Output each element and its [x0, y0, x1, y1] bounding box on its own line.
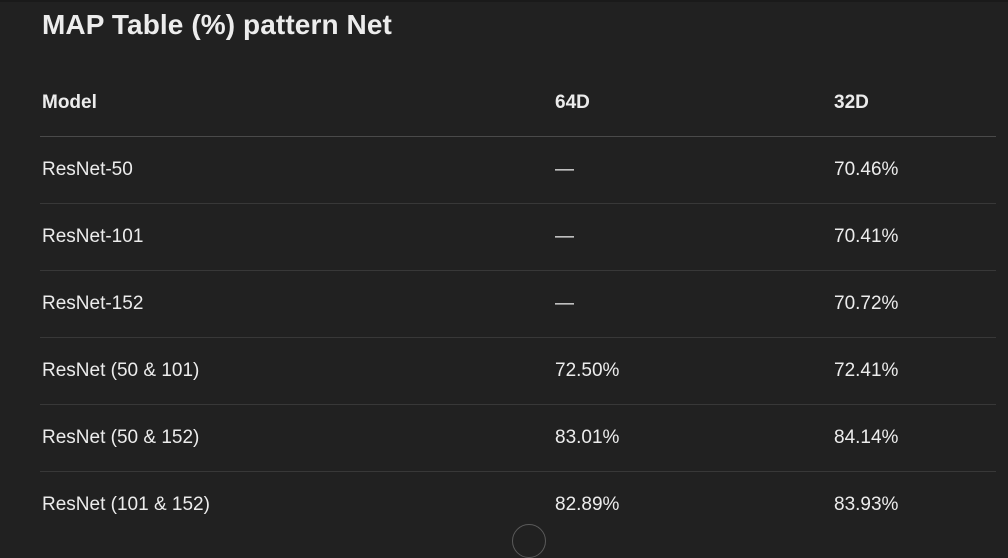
cell-32d: 70.72%	[832, 270, 996, 338]
table-title: MAP Table (%) pattern Net	[42, 9, 392, 40]
header-64d: 64D	[553, 70, 832, 137]
cell-model: ResNet-50	[40, 136, 553, 204]
cell-64d: 82.89%	[555, 494, 620, 515]
table-header-row: Model 64D 32D	[40, 70, 996, 137]
table-row: ResNet-50 — 70.46%	[40, 136, 996, 204]
cell-32d: 70.41%	[832, 203, 996, 271]
cell-32d: 83.93%	[834, 494, 899, 515]
top-divider	[0, 0, 1008, 2]
table-row: ResNet (101 & 152) 82.89% 83.93%	[40, 472, 996, 539]
table-row: ResNet (50 & 152) 83.01% 84.14%	[40, 404, 996, 472]
cell-64d: 72.50%	[553, 337, 832, 405]
cell-32d: 84.14%	[832, 404, 996, 472]
cell-64d: —	[553, 203, 832, 271]
scroll-down-button[interactable]	[512, 524, 546, 558]
cell-model: ResNet (50 & 101)	[40, 337, 553, 405]
cell-64d: 83.01%	[553, 404, 832, 472]
map-table: Model 64D 32D ResNet-50 — 70.46% ResNet-…	[40, 70, 996, 538]
cell-64d: —	[553, 136, 832, 204]
cell-32d: 72.41%	[832, 337, 996, 405]
cell-model: ResNet (50 & 152)	[40, 404, 553, 472]
cell-model: ResNet-101	[40, 203, 553, 271]
table-row: ResNet-101 — 70.41%	[40, 203, 996, 271]
cell-model: ResNet (101 & 152)	[42, 494, 210, 515]
table-row: ResNet (50 & 101) 72.50% 72.41%	[40, 337, 996, 405]
cell-32d: 70.46%	[832, 136, 996, 204]
header-32d: 32D	[832, 70, 996, 137]
header-model: Model	[40, 70, 553, 137]
cell-model: ResNet-152	[40, 270, 553, 338]
table-row: ResNet-152 — 70.72%	[40, 270, 996, 338]
cell-64d: —	[553, 270, 832, 338]
